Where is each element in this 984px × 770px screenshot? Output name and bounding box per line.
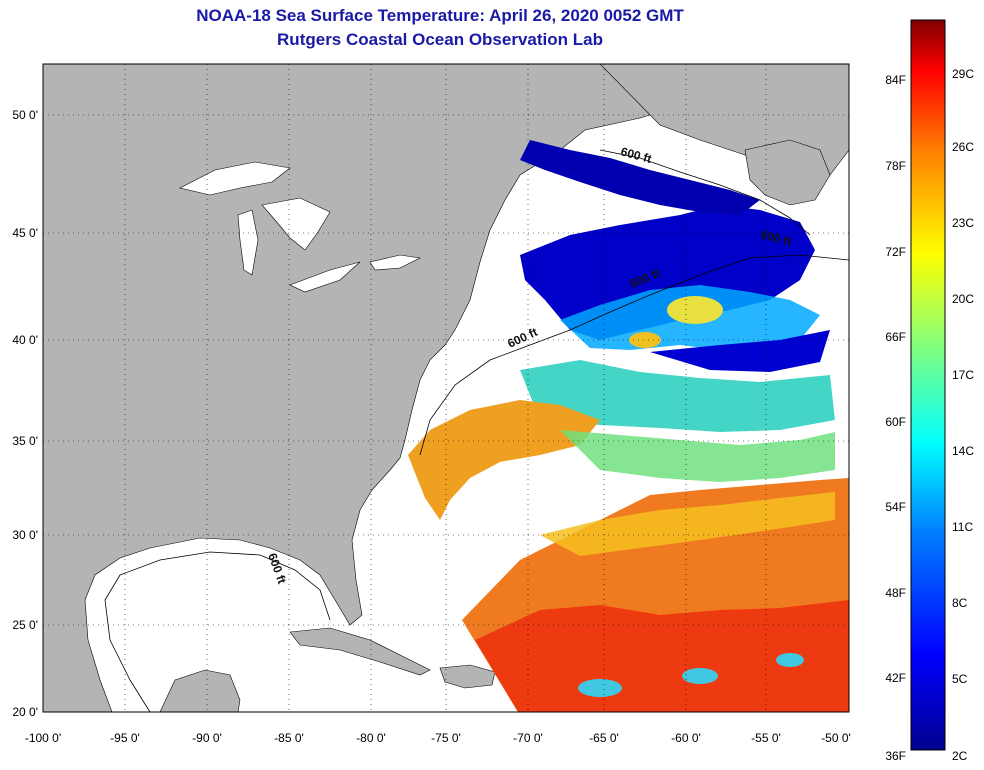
cb-f-label: 84F (885, 73, 906, 87)
cb-f-label: 54F (885, 500, 906, 514)
sst-hot-south (475, 600, 849, 712)
lon-axis: -100 0' -95 0' -90 0' -85 0' -80 0' -75 … (25, 731, 851, 745)
lon-tick-label: -80 0' (356, 731, 386, 745)
cb-f-label: 78F (885, 159, 906, 173)
sst-cool-patch (682, 668, 718, 684)
grid-lines (43, 64, 849, 712)
cb-c-label: 17C (952, 368, 974, 382)
lon-tick-label: -75 0' (431, 731, 461, 745)
lon-tick-label: -85 0' (274, 731, 304, 745)
sst-warm-eddy (667, 296, 723, 324)
cb-f-label: 36F (885, 749, 906, 763)
land-yucatan (159, 669, 241, 712)
lat-tick-label: 45 0' (12, 226, 38, 240)
sst-cool-patch (776, 653, 804, 667)
colorbar-gradient (910, 19, 946, 751)
lat-tick-label: 35 0' (12, 434, 38, 448)
lon-tick-label: -55 0' (751, 731, 781, 745)
lat-axis: 50 0' 45 0' 40 0' 35 0' 30 0' 25 0' 20 0… (12, 108, 38, 719)
cb-c-label: 29C (952, 67, 974, 81)
cb-c-label: 20C (952, 292, 974, 306)
lon-tick-label: -70 0' (513, 731, 543, 745)
lon-tick-label: -95 0' (110, 731, 140, 745)
sst-mid-band (520, 360, 835, 432)
cb-f-label: 48F (885, 586, 906, 600)
contour-600ft (104, 149, 849, 712)
cb-f-label: 60F (885, 415, 906, 429)
cb-c-label: 14C (952, 444, 974, 458)
cb-f-label: 72F (885, 245, 906, 259)
cb-c-label: 5C (952, 672, 968, 686)
great-lakes (179, 161, 421, 293)
sst-cold-patch-south (650, 330, 830, 372)
lon-tick-label: -65 0' (589, 731, 619, 745)
lat-tick-label: 50 0' (12, 108, 38, 122)
sst-gulf-stream (408, 400, 600, 520)
cb-c-label: 2C (952, 749, 968, 763)
land-cuba (289, 627, 431, 676)
cb-c-label: 26C (952, 140, 974, 154)
cb-c-label: 8C (952, 596, 968, 610)
lon-tick-label: -50 0' (821, 731, 851, 745)
colorbar: 84F 78F 72F 66F 60F 54F 48F 42F 36F 29C … (885, 19, 974, 763)
map-title: NOAA-18 Sea Surface Temperature: April 2… (196, 6, 684, 25)
cb-f-label: 42F (885, 671, 906, 685)
lat-tick-label: 20 0' (12, 705, 38, 719)
sst-yellow-band (540, 492, 835, 556)
lon-tick-label: -90 0' (192, 731, 222, 745)
sst-cold-gulf-of-st-lawrence (520, 140, 760, 215)
cb-c-label: 11C (952, 520, 973, 534)
sst-warm-eddy-2 (629, 332, 661, 348)
cb-c-label: 23C (952, 216, 974, 230)
land-hispaniola (439, 664, 496, 689)
lat-tick-label: 40 0' (12, 333, 38, 347)
land-north-america (43, 64, 751, 712)
map-subtitle: Rutgers Coastal Ocean Observation Lab (277, 30, 603, 49)
land-newfoundland (744, 139, 831, 206)
lon-tick-label: -60 0' (671, 731, 701, 745)
lat-tick-label: 25 0' (12, 618, 38, 632)
lon-tick-label: -100 0' (25, 731, 61, 745)
sst-cool-patch (578, 679, 622, 697)
cb-f-label: 66F (885, 330, 906, 344)
lat-tick-label: 30 0' (12, 528, 38, 542)
